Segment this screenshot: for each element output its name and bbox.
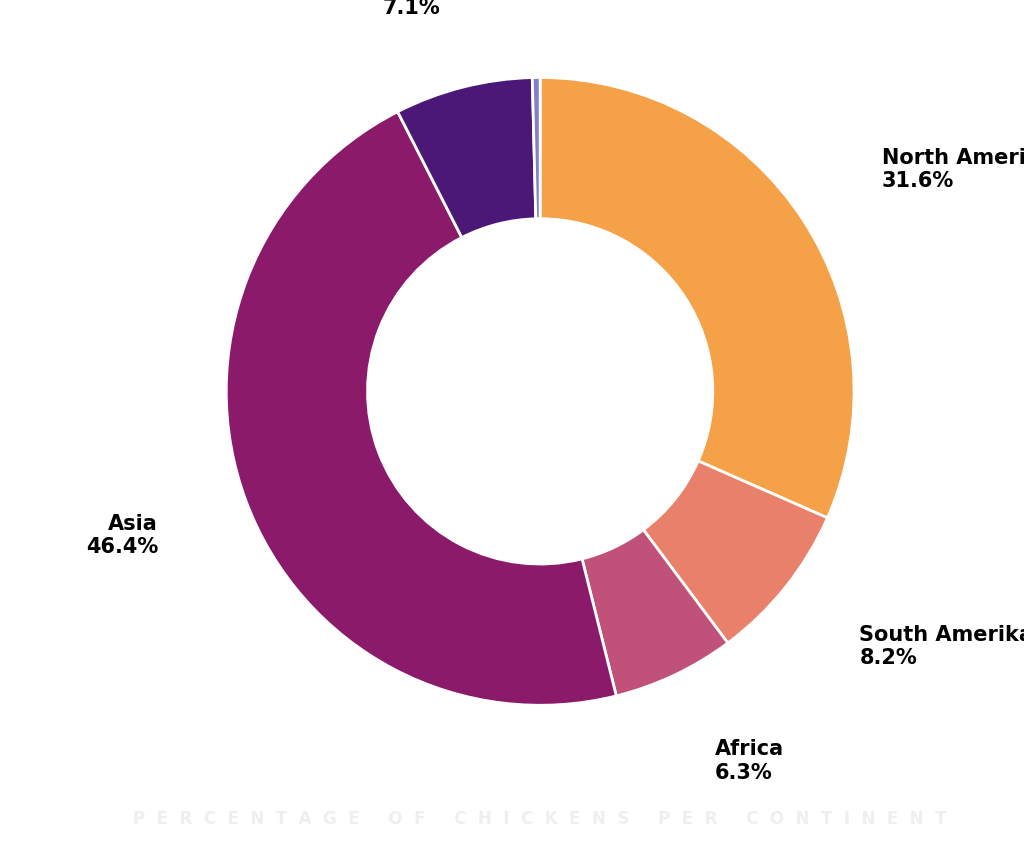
Wedge shape	[226, 112, 616, 705]
Text: Asia
46.4%: Asia 46.4%	[86, 513, 158, 556]
Text: North America
31.6%: North America 31.6%	[882, 147, 1024, 191]
Wedge shape	[582, 530, 728, 696]
Wedge shape	[397, 78, 536, 239]
Text: South Amerika
8.2%: South Amerika 8.2%	[859, 625, 1024, 667]
Text: P  E  R  C  E  N  T  A  G  E     O  F     C  H  I  C  K  E  N  S     P  E  R    : P E R C E N T A G E O F C H I C K E N S …	[133, 809, 947, 827]
Wedge shape	[643, 462, 827, 643]
Wedge shape	[532, 78, 541, 220]
Text: Africa
6.3%: Africa 6.3%	[715, 739, 784, 782]
Wedge shape	[540, 78, 854, 518]
Text: Europe
7.1%: Europe 7.1%	[356, 0, 440, 19]
